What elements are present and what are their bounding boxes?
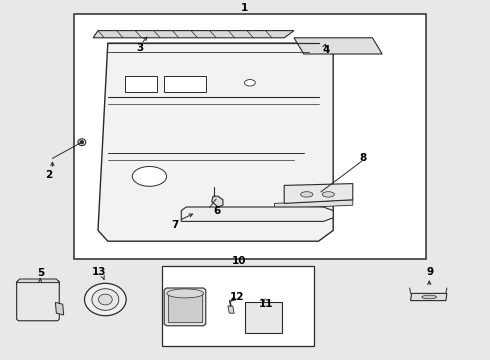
Text: 6: 6	[214, 206, 220, 216]
Polygon shape	[164, 288, 206, 326]
Text: 2: 2	[46, 170, 52, 180]
Text: 11: 11	[259, 299, 273, 309]
Ellipse shape	[167, 289, 204, 298]
Ellipse shape	[80, 140, 84, 144]
Bar	[245, 302, 282, 333]
FancyBboxPatch shape	[17, 280, 59, 321]
Text: 10: 10	[231, 256, 246, 266]
Ellipse shape	[422, 295, 437, 299]
Text: 12: 12	[229, 292, 244, 302]
Bar	[164, 76, 206, 92]
Text: 13: 13	[92, 267, 107, 277]
Polygon shape	[228, 306, 234, 313]
Ellipse shape	[300, 192, 313, 197]
Ellipse shape	[322, 192, 335, 197]
Ellipse shape	[132, 166, 167, 186]
Text: 1: 1	[241, 3, 247, 13]
Text: 3: 3	[136, 43, 143, 53]
Polygon shape	[294, 38, 382, 54]
Text: 9: 9	[427, 267, 434, 277]
Bar	[168, 293, 202, 322]
Polygon shape	[98, 43, 333, 241]
Polygon shape	[93, 31, 294, 38]
Polygon shape	[16, 279, 60, 283]
Ellipse shape	[245, 80, 255, 86]
Ellipse shape	[92, 289, 119, 310]
Bar	[125, 76, 157, 92]
Text: 7: 7	[171, 220, 178, 230]
Text: 5: 5	[37, 267, 44, 278]
Bar	[74, 14, 426, 259]
Ellipse shape	[98, 294, 112, 305]
Polygon shape	[411, 293, 447, 301]
Polygon shape	[274, 200, 353, 209]
Text: 4: 4	[322, 45, 330, 55]
Ellipse shape	[78, 139, 86, 145]
Polygon shape	[55, 302, 64, 315]
Polygon shape	[181, 207, 333, 221]
Text: 8: 8	[359, 153, 366, 163]
Polygon shape	[284, 184, 353, 203]
Polygon shape	[212, 196, 223, 207]
Bar	[162, 266, 314, 346]
Ellipse shape	[84, 283, 126, 316]
